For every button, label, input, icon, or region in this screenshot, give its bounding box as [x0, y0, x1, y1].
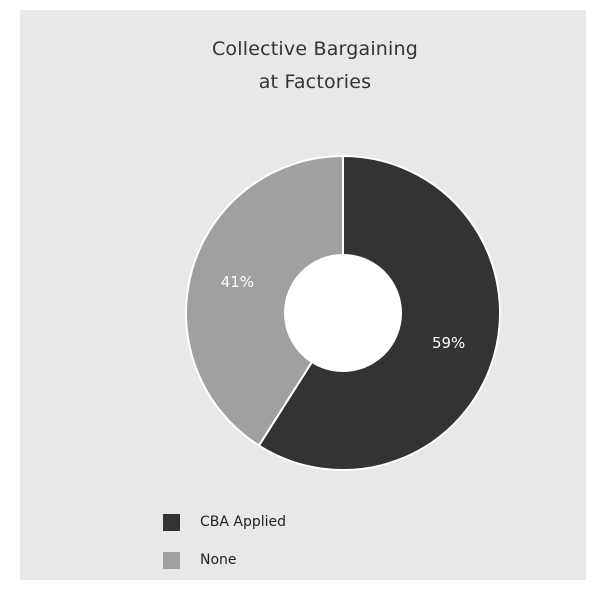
chart-title: Collective Bargaining at Factories	[0, 33, 603, 99]
legend-label-none: None	[200, 552, 237, 568]
legend-swatch-cba-applied	[163, 513, 180, 531]
chart-title-line-1: Collective Bargaining	[211, 38, 419, 60]
chart-title-line-2: at Factories	[258, 71, 372, 93]
donut-labels: 59% 41%	[221, 273, 466, 352]
slice-none	[185, 154, 344, 447]
slice-label-cba-applied: 59%	[432, 334, 465, 352]
slice-label-none: 41%	[221, 273, 254, 291]
legend-swatch-none	[163, 551, 180, 569]
chart-legend: CBA Applied None	[163, 503, 286, 579]
legend-label-cba-applied: CBA Applied	[200, 514, 287, 530]
legend-item-none: None	[163, 541, 286, 579]
legend-item-cba-applied: CBA Applied	[163, 503, 286, 541]
donut-hole	[284, 254, 402, 372]
